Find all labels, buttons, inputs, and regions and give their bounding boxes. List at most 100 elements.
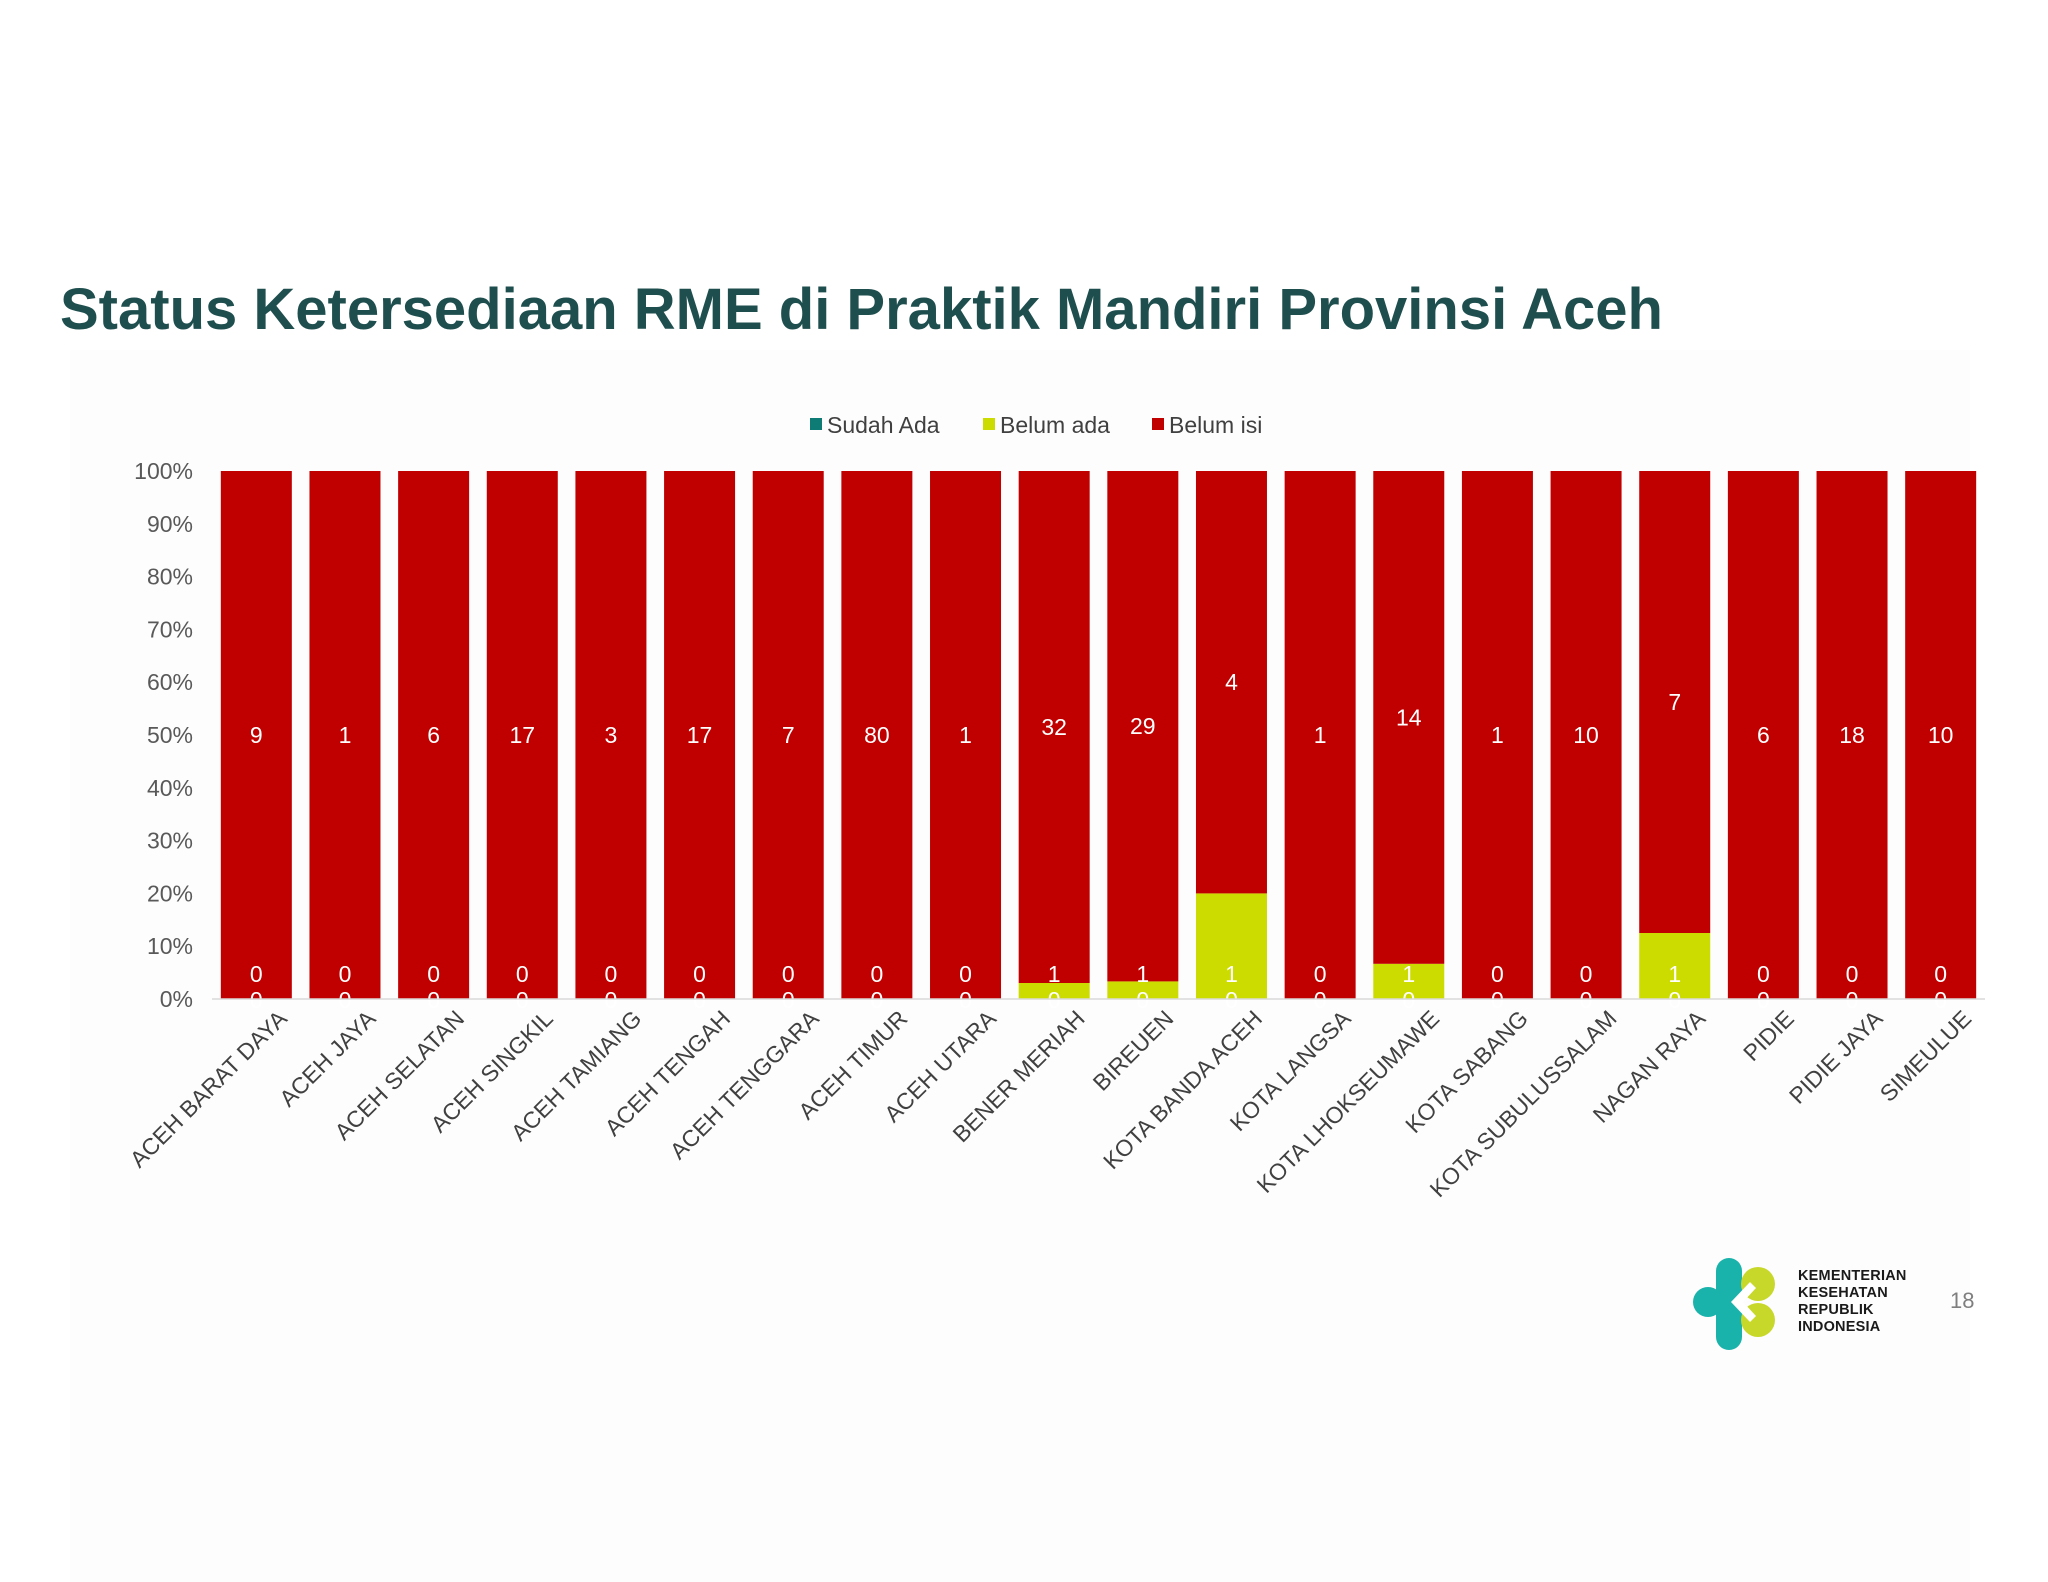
x-tick-label: PIDIE [1738, 1005, 1799, 1066]
legend-swatch [983, 418, 995, 430]
data-label: 1 [339, 722, 352, 748]
bar-segment [575, 471, 647, 999]
data-label: 0 [959, 987, 972, 1013]
data-label: 0 [782, 987, 795, 1013]
legend-swatch [810, 418, 822, 430]
bar-segment [220, 471, 292, 999]
data-label: 1 [1402, 961, 1415, 987]
data-label: 7 [1668, 689, 1681, 715]
y-tick-label: 0% [160, 986, 193, 1012]
y-tick-label: 30% [147, 828, 193, 854]
data-label: 6 [427, 722, 440, 748]
page-number: 18 [1950, 1288, 1975, 1313]
bar-segment [1905, 471, 1977, 999]
data-label: 0 [1580, 987, 1593, 1013]
x-tick-label: KOTA BANDA ACEH [1098, 1005, 1267, 1174]
y-tick-label: 20% [147, 880, 193, 906]
data-label: 0 [693, 987, 706, 1013]
data-label: 1 [1314, 722, 1327, 748]
data-label: 0 [427, 961, 440, 987]
bar-segment [398, 471, 470, 999]
bar-segment [841, 471, 913, 999]
x-tick-label: PIDIE JAYA [1784, 1005, 1888, 1109]
bar-segment [1461, 471, 1533, 999]
data-label: 0 [870, 987, 883, 1013]
logo-text: KEMENTERIAN KESEHATAN REPUBLIK INDONESIA [1798, 1268, 1907, 1336]
bar-segment [1373, 471, 1445, 964]
data-label: 18 [1839, 722, 1865, 748]
bar-segment [1195, 893, 1267, 999]
data-label: 1 [1136, 961, 1149, 987]
bar-segment [1373, 963, 1445, 999]
data-label: 0 [1048, 987, 1061, 1013]
data-label: 0 [870, 961, 883, 987]
data-label: 10 [1928, 722, 1954, 748]
data-label: 4 [1225, 669, 1238, 695]
bar-segment [1018, 471, 1090, 983]
data-label: 0 [1314, 987, 1327, 1013]
x-tick-label: BIREUEN [1088, 1005, 1179, 1096]
y-tick-label: 80% [147, 564, 193, 590]
data-label: 3 [605, 722, 618, 748]
data-label: 0 [1934, 987, 1947, 1013]
data-label: 1 [1048, 961, 1061, 987]
data-label: 17 [509, 722, 535, 748]
x-tick-label: ACEH TENGGARA [665, 1005, 825, 1165]
data-label: 0 [1580, 961, 1593, 987]
data-label: 0 [1225, 987, 1238, 1013]
legend-label: Belum isi [1169, 412, 1262, 438]
bar-segment [1727, 471, 1799, 999]
bar-segment [664, 471, 736, 999]
bar-segment [1195, 471, 1267, 894]
data-label: 0 [1491, 961, 1504, 987]
data-label: 0 [1136, 987, 1149, 1013]
data-label: 29 [1130, 713, 1156, 739]
data-label: 1 [1668, 961, 1681, 987]
bar-segment [1816, 471, 1888, 999]
bar-segment [1639, 933, 1711, 999]
data-label: 0 [516, 961, 529, 987]
data-label: 1 [1491, 722, 1504, 748]
data-label: 0 [1846, 961, 1859, 987]
data-label: 0 [250, 987, 263, 1013]
data-label: 7 [782, 722, 795, 748]
bar-segment [1107, 471, 1179, 982]
logo-line-3: REPUBLIK [1798, 1302, 1874, 1318]
data-label: 0 [427, 987, 440, 1013]
y-tick-label: 90% [147, 511, 193, 537]
data-label: 1 [1225, 961, 1238, 987]
data-label: 0 [1934, 961, 1947, 987]
data-label: 80 [864, 722, 890, 748]
data-label: 0 [1668, 987, 1681, 1013]
data-label: 9 [250, 722, 263, 748]
y-tick-label: 10% [147, 933, 193, 959]
data-label: 0 [339, 961, 352, 987]
data-label: 32 [1041, 714, 1067, 740]
bar-segment [1284, 471, 1356, 999]
y-tick-label: 100% [134, 458, 193, 484]
data-label: 0 [605, 987, 618, 1013]
data-label: 0 [1757, 987, 1770, 1013]
y-tick-label: 60% [147, 669, 193, 695]
data-label: 0 [339, 987, 352, 1013]
y-tick-label: 70% [147, 616, 193, 642]
bar-segment [1639, 471, 1711, 933]
bar-segment [309, 471, 381, 999]
data-label: 1 [959, 722, 972, 748]
data-label: 0 [1402, 987, 1415, 1013]
data-label: 0 [605, 961, 618, 987]
legend-swatch [1152, 418, 1164, 430]
y-tick-label: 40% [147, 775, 193, 801]
bar-segment [930, 471, 1002, 999]
logo-line-4: INDONESIA [1798, 1319, 1881, 1335]
x-tick-label: ACEH BARAT DAYA [125, 1005, 293, 1173]
bar-segment [486, 471, 558, 999]
bar-segment [1018, 983, 1090, 999]
data-label: 0 [1757, 961, 1770, 987]
data-label: 10 [1573, 722, 1599, 748]
kemenkes-logo-icon [1693, 1258, 1775, 1350]
legend-label: Sudah Ada [827, 412, 940, 438]
data-label: 17 [687, 722, 713, 748]
data-label: 0 [693, 961, 706, 987]
page-title: Status Ketersediaan RME di Praktik Mandi… [60, 277, 1663, 342]
